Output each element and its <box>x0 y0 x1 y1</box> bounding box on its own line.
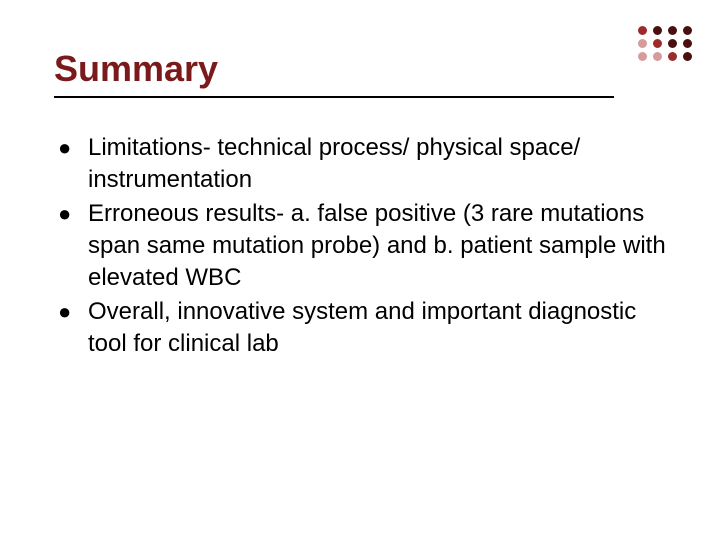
corner-dot-ornament <box>638 26 692 61</box>
dot-icon <box>668 52 677 61</box>
dot-icon <box>638 52 647 61</box>
dot-icon <box>638 39 647 48</box>
dot-icon <box>668 39 677 48</box>
dot-icon <box>653 39 662 48</box>
bullet-icon: ● <box>58 132 88 164</box>
dot-icon <box>653 52 662 61</box>
bullet-text: Overall, innovative system and important… <box>88 296 666 360</box>
bullet-icon: ● <box>58 198 88 230</box>
dot-icon <box>638 26 647 35</box>
dot-icon <box>683 52 692 61</box>
dot-icon <box>683 39 692 48</box>
list-item: ● Limitations- technical process/ physic… <box>58 132 666 196</box>
dot-icon <box>653 26 662 35</box>
bullet-text: Erroneous results- a. false positive (3 … <box>88 198 666 294</box>
bullet-icon: ● <box>58 296 88 328</box>
bullet-text: Limitations- technical process/ physical… <box>88 132 666 196</box>
list-item: ● Overall, innovative system and importa… <box>58 296 666 360</box>
dot-icon <box>668 26 677 35</box>
dot-icon <box>683 26 692 35</box>
list-item: ● Erroneous results- a. false positive (… <box>58 198 666 294</box>
bullet-list: ● Limitations- technical process/ physic… <box>54 132 666 360</box>
slide-title: Summary <box>54 48 666 90</box>
slide: Summary ● Limitations- technical process… <box>0 0 720 540</box>
title-underline <box>54 96 614 98</box>
